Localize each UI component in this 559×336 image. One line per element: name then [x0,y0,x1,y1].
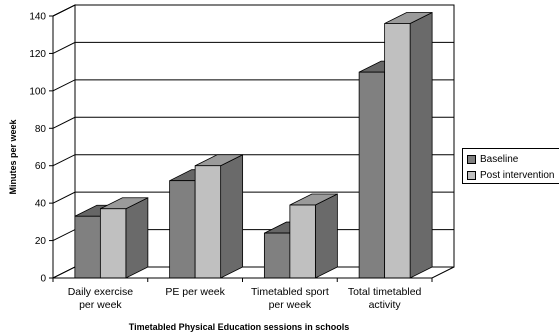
bar-front [99,208,127,279]
x-tick-label: PE per week [165,286,225,298]
side-wall [52,4,76,279]
bars [74,11,433,279]
y-tick-label: 0 [40,274,46,285]
legend-label-post-intervention: Post intervention [480,170,555,181]
y-tick-label: 20 [35,236,47,247]
gridline [52,4,454,17]
y-tick-label: 140 [29,12,46,23]
bar-side [409,11,433,279]
y-axis-title: Minutes per week [8,118,18,194]
bar-front [289,204,316,279]
bar-front [74,215,101,279]
legend-label-baseline: Baseline [480,154,519,165]
y-tick-label: 40 [35,199,47,210]
bar-front [263,232,291,279]
legend-swatch-post-intervention [467,171,476,180]
bar-post-intervention-1 [194,154,244,279]
bar-post-intervention-2 [289,193,338,279]
legend: Baseline Post intervention [462,148,559,184]
gridline [52,41,454,54]
y-tick-label: 100 [29,86,46,97]
x-axis: Daily exercise per week PE per week Timetab… [52,277,433,311]
bar-front [194,165,222,279]
bar-post-intervention-0 [99,197,149,279]
y-axis: 0 20 40 60 80 100 120 140 [29,12,54,285]
y-tick-label: 60 [35,161,47,172]
bar-post-intervention-3 [384,11,433,279]
gridline [52,79,454,92]
gridline [52,116,454,129]
x-tick-label: Daily exercise per week [68,286,134,311]
legend-item-baseline: Baseline [467,154,518,165]
gridline [52,191,454,204]
y-tick-label: 120 [29,49,46,60]
bar-side [220,154,244,279]
bar-side [125,197,149,279]
x-tick-label: Total timetabled activity [348,286,422,311]
bar-front [358,71,386,279]
bar-front [384,23,411,279]
legend-swatch-baseline [467,155,476,164]
bar-front [169,180,196,279]
legend-item-post-intervention: Post intervention [467,170,555,181]
x-axis-title: Timetabled Physical Education sessions i… [129,322,349,332]
gridline [52,154,454,167]
y-tick-label: 80 [35,124,47,135]
x-tick-label: Timetabled sport per week [251,286,329,311]
bar-side [314,193,338,279]
